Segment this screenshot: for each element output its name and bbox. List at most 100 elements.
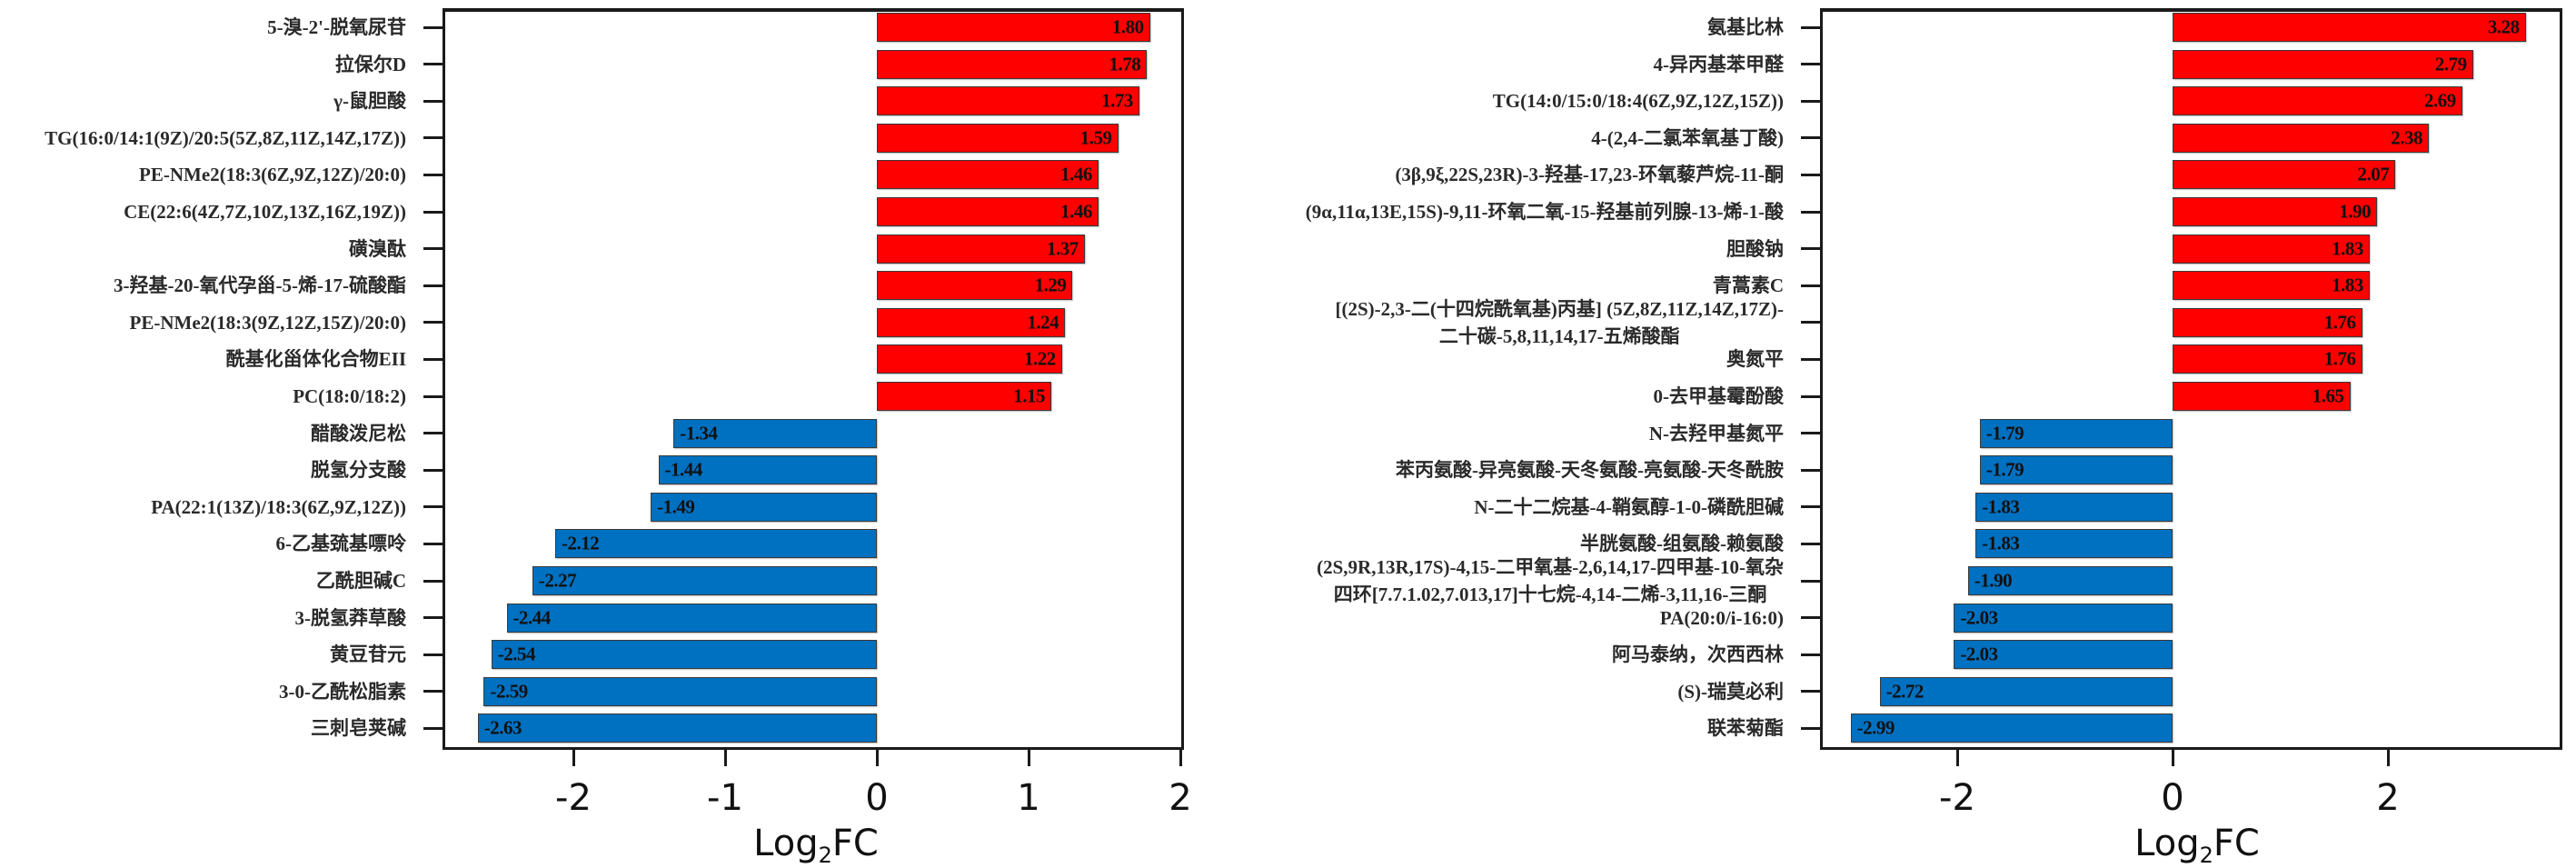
x-axis-tick-label: 2: [1169, 777, 1192, 819]
y-axis-tick: [423, 25, 443, 29]
bar-value-label: -1.44: [664, 458, 703, 481]
y-axis-tick: [1801, 579, 1820, 583]
category-label-line: 3-羟基-20-氧代孕甾-5-烯-17-硫酸酯: [114, 274, 406, 297]
y-axis-tick: [1801, 173, 1820, 176]
category-label-line: (3β,9ξ,22S,23R)-3-羟基-17,23-环氧藜芦烷-11-酮: [1395, 164, 1784, 186]
x-axis-tick: [723, 748, 727, 766]
y-axis-tick: [1801, 25, 1820, 29]
downregulated-bar: -2.27: [532, 566, 877, 595]
bar-value-label: -1.79: [1985, 422, 2024, 444]
bar-value-label: -2.44: [512, 606, 552, 629]
category-label: 乙酰胆碱C: [316, 570, 406, 592]
y-axis-tick: [423, 432, 443, 435]
upregulated-bar: 2.07: [2173, 160, 2396, 190]
category-label: 奥氮平: [1726, 348, 1784, 370]
y-axis-tick: [423, 247, 443, 251]
category-label: N-二十二烷基-4-鞘氨醇-1-0-磷酰胆碱: [1474, 496, 1784, 518]
category-label: (9α,11α,13E,15S)-9,11-环氧二氧-15-羟基前列腺-13-烯…: [1306, 201, 1784, 223]
category-label: (3β,9ξ,22S,23R)-3-羟基-17,23-环氧藜芦烷-11-酮: [1395, 164, 1784, 185]
bar-value-label: -1.83: [1982, 532, 2020, 554]
bar-value-label: 1.29: [1034, 274, 1067, 296]
bar-value-label: -2.59: [490, 680, 528, 703]
bar-value-label: 1.46: [1060, 200, 1092, 223]
y-axis-tick: [1801, 653, 1820, 656]
category-label-line: 乙酰胆碱C: [315, 570, 406, 592]
upregulated-bar: 1.29: [877, 271, 1073, 301]
x-axis-tick-label: 0: [2161, 777, 2184, 819]
category-label: (S)-瑞莫必利: [1677, 681, 1784, 703]
upregulated-bar: 1.76: [2173, 344, 2362, 374]
category-label-line: PE-NMe2(18:3(6Z,9Z,12Z)/20:0): [139, 164, 406, 186]
x-axis-tick-label: -1: [707, 777, 743, 819]
bar-value-label: 1.73: [1101, 89, 1133, 112]
category-label: PA(22:1(13Z)/18:3(6Z,9Z,12Z)): [151, 496, 406, 518]
y-axis-tick: [423, 321, 443, 324]
category-label: 氨基比林: [1707, 16, 1784, 38]
y-axis-tick: [1801, 63, 1820, 66]
y-axis-tick: [423, 468, 443, 472]
upregulated-bar: 1.83: [2173, 271, 2370, 301]
bar-value-label: -2.03: [1960, 643, 1998, 665]
x-axis-tick: [875, 748, 879, 766]
y-axis-tick: [423, 579, 443, 583]
category-label: 酰基化甾体化合物EII: [226, 348, 406, 370]
left-x-axis-title: Log2FC: [753, 823, 879, 868]
bar-value-label: 1.76: [2323, 347, 2356, 370]
x-axis-tick: [2386, 748, 2390, 766]
category-label-line: CE(22:6(4Z,7Z,10Z,13Z,16Z,19Z)): [124, 201, 406, 223]
bar-value-label: -2.12: [561, 532, 600, 554]
y-axis-tick: [1801, 394, 1820, 398]
category-label-line: 三刺皂荚碱: [311, 717, 406, 740]
category-label-line: 酰基化甾体化合物EII: [225, 348, 406, 371]
category-label: TG(16:0/14:1(9Z)/20:5(5Z,8Z,11Z,14Z,17Z)…: [45, 127, 406, 149]
upregulated-bar: 1.37: [877, 234, 1085, 264]
upregulated-bar: 2.79: [2173, 49, 2473, 79]
downregulated-bar: -2.44: [506, 603, 877, 633]
upregulated-bar: 1.80: [877, 13, 1150, 42]
bar-value-label: 2.69: [2424, 89, 2456, 112]
category-label-line: (9α,11α,13E,15S)-9,11-环氧二氧-15-羟基前列腺-13-烯…: [1305, 201, 1784, 223]
category-label-line: γ-鼠胆酸: [333, 90, 406, 113]
downregulated-bar: -2.99: [1850, 713, 2173, 743]
bar-value-label: -2.99: [1856, 716, 1895, 739]
bar-value-label: 1.65: [2312, 384, 2344, 407]
bar-value-label: 1.24: [1027, 311, 1059, 334]
x-title-tail: FC: [2213, 823, 2260, 864]
category-label: 阿马泰纳，次西西林: [1612, 644, 1784, 665]
bar-value-label: -2.54: [497, 643, 536, 665]
downregulated-bar: -2.03: [1954, 640, 2173, 670]
y-axis-tick: [1801, 247, 1820, 251]
bar-value-label: 3.28: [2487, 15, 2520, 38]
category-label: 拉保尔D: [335, 54, 406, 75]
category-label-line: (S)-瑞莫必利: [1677, 680, 1784, 703]
right-plot-frame: [1820, 8, 2562, 750]
category-label-line: 四环[7.7.1.02,7.013,17]十七烷-4,14-二烯-3,11,16…: [1333, 584, 1767, 605]
category-label-line: 4-异丙基苯甲醛: [1653, 53, 1785, 75]
upregulated-bar: 1.46: [877, 160, 1099, 190]
y-axis-tick: [423, 542, 443, 545]
category-label-line: PA(22:1(13Z)/18:3(6Z,9Z,12Z)): [151, 495, 406, 518]
category-label-line: 4-(2,4-二氯苯氧基丁酸): [1591, 126, 1784, 149]
category-label: 3-0-乙酰松脂素: [279, 681, 406, 703]
category-label-line: 奥氮平: [1726, 348, 1784, 371]
category-label: 4-(2,4-二氯苯氧基丁酸): [1591, 127, 1784, 149]
category-label-line: 青蒿素C: [1712, 274, 1784, 297]
y-axis-tick: [1801, 321, 1820, 324]
category-label-line: 胆酸钠: [1726, 237, 1784, 260]
category-label-line: 拉保尔D: [334, 53, 406, 75]
y-axis-tick: [423, 690, 443, 693]
y-axis-tick: [423, 136, 443, 140]
category-label-line: TG(16:0/14:1(9Z)/20:5(5Z,8Z,11Z,14Z,17Z)…: [45, 126, 406, 149]
category-label: 磺溴酞: [349, 238, 406, 260]
y-axis-tick: [423, 394, 443, 398]
category-label-line: 5-溴-2'-脱氧尿苷: [267, 16, 406, 38]
category-label-line: [(2S)-2,3-二(十四烷酰氧基)丙基] (5Z,8Z,11Z,14Z,17…: [1335, 297, 1784, 320]
upregulated-bar: 1.65: [2173, 382, 2351, 411]
y-axis-tick: [423, 99, 443, 103]
downregulated-bar: -2.54: [491, 640, 877, 670]
category-label-line: 半胱氨酸-组氨酸-赖氨酸: [1580, 533, 1784, 555]
category-label: (2S,9R,13R,17S)-4,15-二甲氧基-2,6,14,17-四甲基-…: [1317, 554, 1784, 608]
y-axis-tick: [423, 173, 443, 176]
category-label: 3-羟基-20-氧代孕甾-5-烯-17-硫酸酯: [114, 274, 406, 296]
